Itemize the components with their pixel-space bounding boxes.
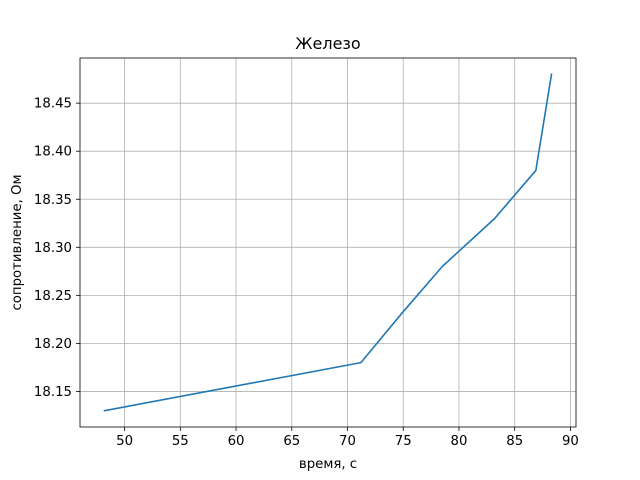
chart-title: Железо — [295, 34, 360, 53]
x-tick-label: 85 — [506, 434, 523, 449]
series-line — [103, 73, 553, 412]
x-tick-label: 50 — [116, 434, 133, 449]
x-axis-label: время, с — [299, 457, 357, 472]
x-tick-label: 65 — [283, 434, 300, 449]
plot-frame — [79, 57, 577, 428]
x-tick-label: 60 — [228, 434, 245, 449]
x-tick-label: 70 — [339, 434, 356, 449]
y-axis-label: сопротивление, Ом — [10, 174, 25, 310]
y-tick-label: 18.40 — [34, 145, 72, 160]
y-tick-label: 18.35 — [34, 193, 72, 208]
y-tick-label: 18.30 — [34, 241, 72, 256]
y-tick-label: 18.15 — [34, 385, 72, 400]
series-layer — [103, 73, 553, 412]
ticks: 50 55 60 65 70 75 80 85 90 18.15 18.20 18.25 18.30 18… — [34, 97, 579, 449]
x-tick-label: 90 — [562, 434, 579, 449]
x-tick-label: 80 — [451, 434, 468, 449]
y-tick-label: 18.20 — [34, 337, 72, 352]
y-tick-label: 18.45 — [34, 97, 72, 112]
x-tick-label: 75 — [395, 434, 412, 449]
grid — [80, 58, 576, 427]
x-tick-label: 55 — [172, 434, 189, 449]
y-tick-label: 18.25 — [34, 289, 72, 304]
